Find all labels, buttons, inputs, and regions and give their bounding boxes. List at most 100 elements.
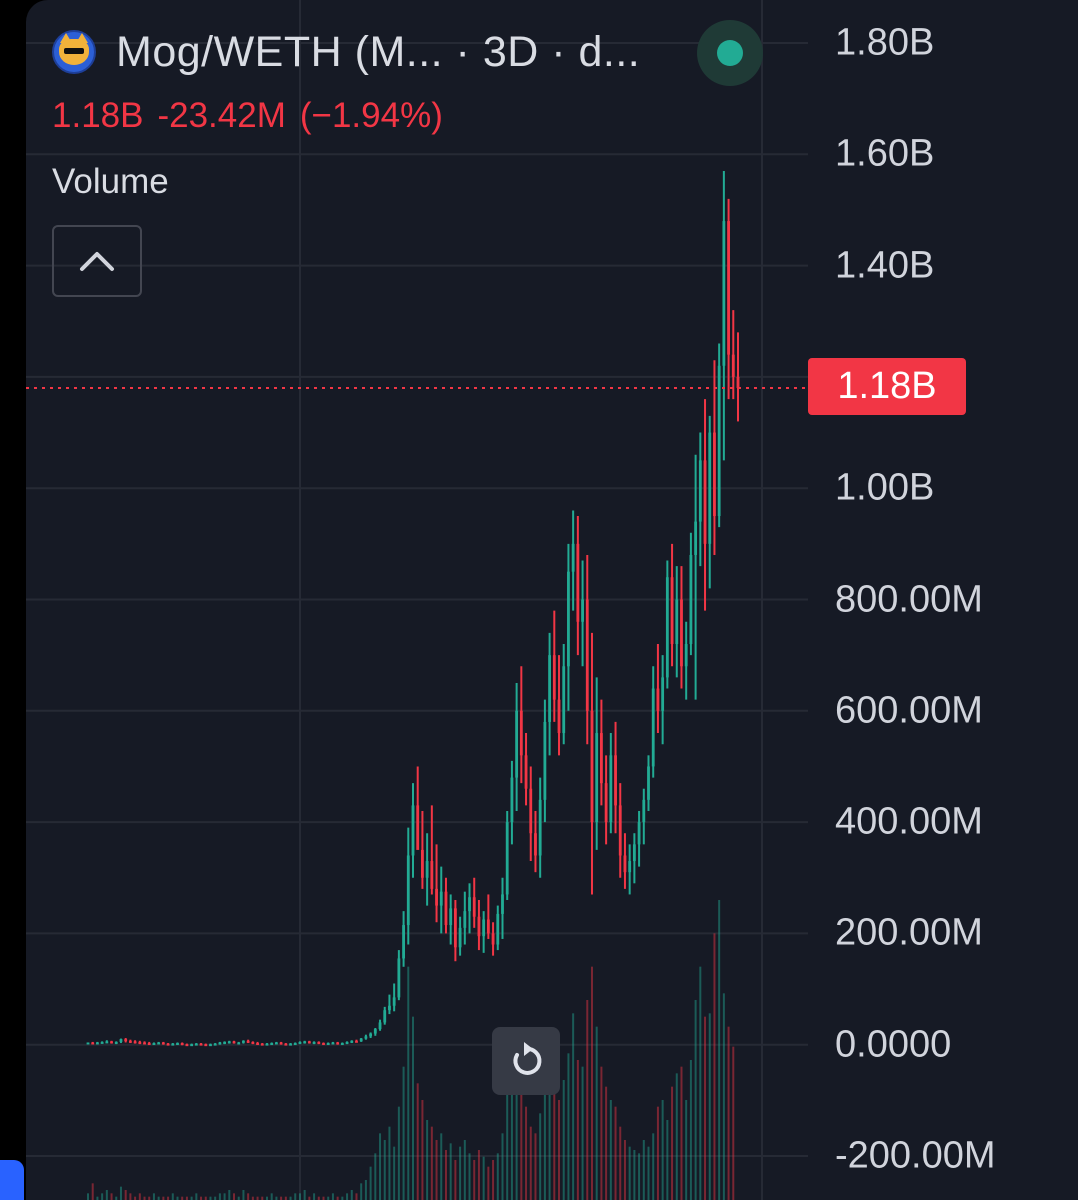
candle-body <box>722 221 726 366</box>
volume-bar <box>176 1196 179 1200</box>
candle-body <box>383 1010 387 1023</box>
reset-chart-button[interactable] <box>492 1027 560 1095</box>
candle-body <box>477 916 481 937</box>
price-axis-tick-label: 800.00M <box>835 578 983 620</box>
candle-body <box>100 1041 104 1044</box>
candle-body <box>698 460 702 522</box>
volume-bar <box>614 1106 617 1200</box>
volume-bar <box>162 1196 165 1200</box>
volume-bar <box>548 1033 551 1200</box>
volume-bar <box>562 1080 565 1200</box>
candle-body <box>557 699 561 734</box>
candle-body <box>298 1041 302 1044</box>
candle-body <box>223 1041 227 1044</box>
volume-bar <box>459 1146 462 1200</box>
candle-body <box>293 1043 297 1046</box>
price-axis-tick-label: 0.0000 <box>835 1023 952 1066</box>
volume-bar <box>275 1196 278 1200</box>
candle-body <box>656 688 660 711</box>
volume-bar <box>435 1140 438 1200</box>
volume-bar <box>96 1196 99 1200</box>
volume-indicator-label[interactable]: Volume <box>52 162 169 201</box>
candle-body <box>331 1042 335 1045</box>
candle-body <box>421 849 424 878</box>
symbol-title[interactable]: Mog/WETH (M... · 3D · d... <box>116 27 641 76</box>
candle-body <box>190 1044 194 1047</box>
candle-body <box>185 1044 189 1047</box>
candle-body <box>538 799 542 856</box>
collapse-indicators-button[interactable] <box>52 225 142 297</box>
candle-body <box>86 1042 90 1045</box>
price-axis-tick-label: -200.00M <box>835 1134 996 1177</box>
candle-body <box>604 783 608 823</box>
candle-body <box>355 1040 358 1043</box>
volume-bar <box>374 1153 377 1200</box>
candle-body <box>501 894 504 914</box>
candle-body <box>317 1041 321 1044</box>
volume-bar <box>501 1133 504 1200</box>
volume-bar <box>675 1073 678 1200</box>
candle-body <box>665 577 669 678</box>
volume-bar <box>313 1193 316 1200</box>
candle-body <box>110 1041 113 1044</box>
volume-bar <box>487 1166 490 1200</box>
volume-bar <box>350 1190 353 1200</box>
reset-chart-icon <box>513 1042 542 1075</box>
candle-body <box>576 543 580 622</box>
volume-bar <box>214 1196 217 1200</box>
volume-bar <box>152 1193 155 1200</box>
candle-body <box>227 1041 231 1044</box>
volume-bar <box>110 1193 113 1200</box>
candle-body <box>736 376 740 389</box>
candle-body <box>157 1042 161 1045</box>
volume-bar <box>369 1166 372 1200</box>
candle-body <box>486 919 490 934</box>
volume-bar <box>454 1160 457 1200</box>
volume-bar <box>119 1186 122 1200</box>
volume-bar <box>388 1126 391 1200</box>
volume-bar <box>581 1066 584 1200</box>
price-axis-tick-label: 400.00M <box>835 800 983 843</box>
live-status-indicator[interactable] <box>697 20 763 86</box>
candle-body <box>256 1043 259 1046</box>
volume-bar <box>270 1193 273 1200</box>
candle-body <box>534 833 537 856</box>
volume-bar <box>661 1100 664 1200</box>
volume-bar <box>397 1106 400 1200</box>
candle-body <box>618 805 622 856</box>
scroll-handle[interactable] <box>0 1160 24 1200</box>
volume-bar <box>341 1196 344 1200</box>
volume-bar <box>115 1196 118 1200</box>
volume-bar <box>529 1126 532 1200</box>
candle-body <box>670 577 674 645</box>
volume-bar <box>185 1196 188 1200</box>
volume-bar <box>628 1146 631 1200</box>
candle-body <box>218 1042 222 1045</box>
candle-body <box>242 1040 245 1043</box>
volume-bar <box>228 1190 231 1200</box>
volume-bar <box>105 1190 108 1200</box>
volume-bar <box>708 1013 711 1200</box>
volume-bar <box>605 1086 608 1200</box>
candle-body <box>402 925 405 959</box>
volume-bar <box>379 1133 382 1200</box>
candle-body <box>194 1043 198 1046</box>
volume-bar <box>647 1146 650 1200</box>
volume-bar <box>525 1106 528 1200</box>
candle-body <box>152 1043 156 1046</box>
candle-body <box>637 822 641 845</box>
mog-cat-logo-icon <box>52 30 96 74</box>
volume-bar <box>567 1053 570 1200</box>
candle-body <box>289 1043 292 1046</box>
volume-bar <box>600 1066 603 1200</box>
candle-body <box>609 755 613 823</box>
volume-bar <box>652 1133 655 1200</box>
candle-body <box>270 1043 274 1046</box>
volume-bar <box>713 933 716 1200</box>
candle-body <box>114 1041 118 1044</box>
volume-bar <box>402 1066 405 1200</box>
candle-body <box>708 432 712 544</box>
candle-body <box>388 1005 391 1011</box>
candle-body <box>373 1029 377 1034</box>
